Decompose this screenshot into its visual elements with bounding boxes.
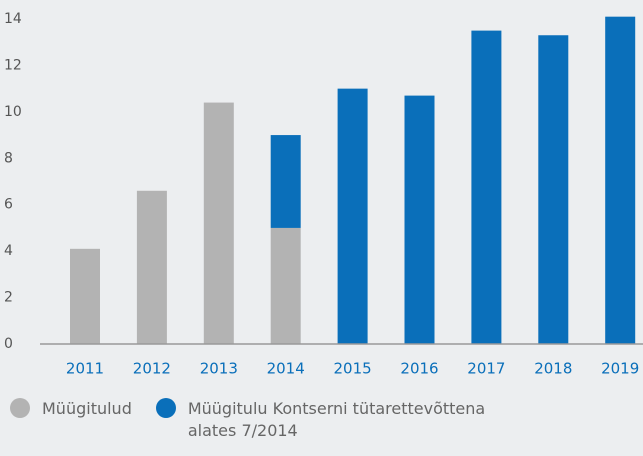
- bar: [337, 88, 368, 345]
- legend: Müügitulud Müügitulu Kontserni tütarettev…: [10, 398, 640, 442]
- bar: [270, 227, 301, 344]
- y-tick-label: 6: [4, 197, 13, 213]
- bar: [404, 95, 435, 344]
- legend-label: Müügitulud: [42, 399, 132, 418]
- bar: [70, 248, 100, 344]
- x-tick-label: 2018: [534, 360, 572, 378]
- x-tick-label: 2017: [467, 360, 505, 378]
- x-tick-label: 2013: [200, 360, 238, 378]
- y-tick-label: 4: [4, 243, 13, 259]
- bar: [136, 190, 167, 344]
- bar: [270, 135, 301, 228]
- y-tick-label: 14: [4, 11, 22, 27]
- x-tick-label: 2019: [601, 360, 639, 378]
- x-tick-label: 2016: [400, 360, 438, 378]
- bar: [471, 30, 502, 344]
- x-tick-label: 2012: [133, 360, 171, 378]
- y-tick-label: 0: [4, 336, 13, 352]
- x-tick-label: 2015: [334, 360, 372, 378]
- x-tick-label: 2014: [267, 360, 305, 378]
- x-tick-label: 2011: [66, 360, 104, 378]
- bar: [605, 16, 636, 345]
- bar: [203, 102, 234, 344]
- y-tick-label: 8: [4, 150, 13, 166]
- bar: [538, 35, 569, 344]
- legend-swatch: [10, 398, 30, 418]
- legend-item: Müügitulu Kontserni tütarettevõttena ala…: [155, 398, 536, 442]
- y-tick-label: 10: [4, 104, 22, 120]
- y-tick-label: 12: [4, 57, 22, 73]
- chart: 0 2 4 6 8 10 12 14 2011 2012 2013 2014 2015 2016 2017 2…: [4, 11, 643, 378]
- legend-swatch: [155, 398, 176, 418]
- legend-item: Müügitulud: [10, 398, 132, 442]
- y-tick-label: 2: [4, 290, 13, 306]
- legend-label: Müügitulu Kontserni tütarettevõttena ala…: [187, 399, 486, 440]
